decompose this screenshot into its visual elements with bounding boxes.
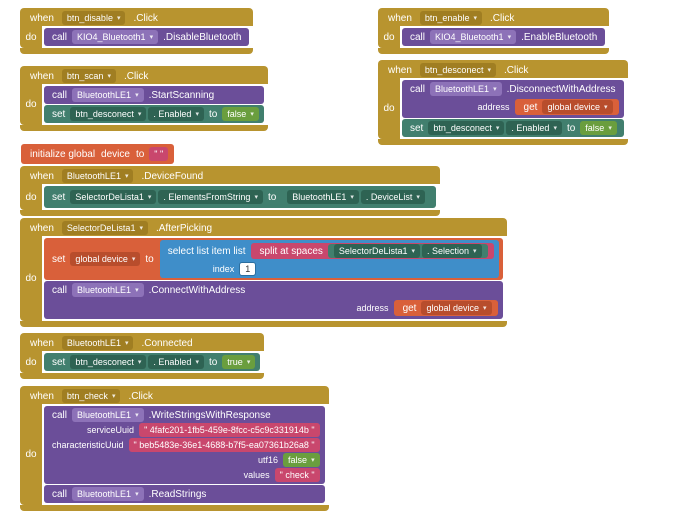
- event-btn-scan[interactable]: when btn_scan .Click do call BluetoothLE…: [20, 66, 268, 131]
- set-block[interactable]: set btn_desconect . Enabled to false: [44, 105, 264, 123]
- set-block[interactable]: set btn_desconect . Enabled to false: [402, 119, 624, 137]
- text-block[interactable]: " check ": [275, 468, 320, 482]
- getter-block[interactable]: BluetoothLE1 . DeviceList: [281, 189, 431, 205]
- bool-block[interactable]: false: [222, 107, 259, 121]
- when-label: when: [26, 13, 58, 24]
- select-list-item[interactable]: select list item list split at spaces Se…: [160, 240, 499, 278]
- getter-block[interactable]: SelectorDeLista1 . Selection: [328, 244, 488, 258]
- component-dd[interactable]: btn_disable: [62, 11, 126, 25]
- bool-block[interactable]: false: [580, 121, 617, 135]
- call-block[interactable]: call BluetoothLE1 .ReadStrings: [44, 485, 325, 503]
- call-block[interactable]: call BluetoothLE1 .WriteStringsWithRespo…: [44, 406, 325, 484]
- get-block[interactable]: get global device: [394, 300, 498, 316]
- event-btn-desconect[interactable]: when btn_desconect .Click do call Blueto…: [378, 60, 628, 145]
- event-btn-disable[interactable]: when btn_disable .Click do call KIO4_Blu…: [20, 8, 253, 54]
- call-block[interactable]: call BluetoothLE1 .StartScanning: [44, 86, 264, 104]
- set-var-block[interactable]: set global device to select list item li…: [44, 238, 503, 280]
- text-block[interactable]: " beb5483e-36e1-4688-b7f5-ea07361b26a8 ": [129, 438, 320, 452]
- block-canvas: when btn_disable .Click do call KIO4_Blu…: [8, 8, 682, 498]
- event-btn-check[interactable]: when btn_check .Click do call BluetoothL…: [20, 386, 329, 511]
- call-block[interactable]: call KIO4_Bluetooth1 .EnableBluetooth: [402, 28, 605, 46]
- get-block[interactable]: get global device: [515, 99, 619, 115]
- call-block[interactable]: call KIO4_Bluetooth1 .DisableBluetooth: [44, 28, 249, 46]
- event-devicefound[interactable]: when BluetoothLE1 .DeviceFound do set Se…: [20, 166, 440, 216]
- text-block[interactable]: " 4fafc201-1fb5-459e-8fcc-c5c9c331914b ": [139, 423, 320, 437]
- event-btn-enable[interactable]: when btn_enable .Click do call KIO4_Blue…: [378, 8, 609, 54]
- bool-block[interactable]: false: [283, 453, 320, 467]
- event-connected[interactable]: when BluetoothLE1 .Connected do set btn_…: [20, 333, 264, 379]
- call-block[interactable]: call BluetoothLE1 .DisconnectWithAddress…: [402, 80, 624, 118]
- do-label: do: [25, 32, 36, 43]
- set-block[interactable]: set btn_desconect . Enabled to true: [44, 353, 260, 371]
- set-block[interactable]: set SelectorDeLista1 . ElementsFromStrin…: [44, 186, 436, 208]
- text-block[interactable]: " ": [149, 147, 168, 161]
- event-afterpicking[interactable]: when SelectorDeLista1 .AfterPicking do s…: [20, 218, 507, 327]
- init-global[interactable]: initialize global device to " ": [20, 143, 175, 165]
- number-block[interactable]: 1: [239, 262, 256, 276]
- call-block[interactable]: call BluetoothLE1 .ConnectWithAddress ad…: [44, 281, 503, 319]
- split-block[interactable]: split at spaces SelectorDeLista1 . Selec…: [251, 243, 494, 259]
- bool-block[interactable]: true: [222, 355, 255, 369]
- event-label: .Click: [129, 13, 161, 24]
